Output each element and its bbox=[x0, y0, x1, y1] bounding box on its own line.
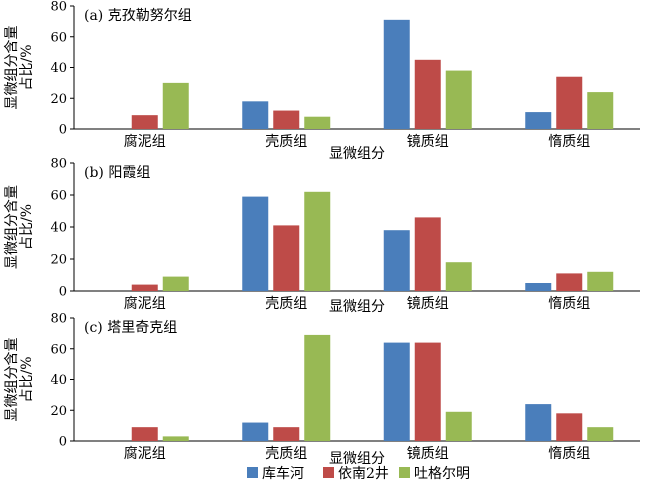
bar-依南2井-腐泥组 bbox=[131, 284, 158, 291]
y-axis-label: 占比/% bbox=[19, 44, 35, 90]
bar-依南2井-壳质组 bbox=[273, 110, 300, 129]
panel-title: (a) 克孜勒努尔组 bbox=[84, 8, 192, 24]
bar-吐格尔明-惰质组 bbox=[587, 271, 614, 291]
y-tick-label: 20 bbox=[50, 253, 67, 268]
category-label: 腐泥组 bbox=[124, 133, 166, 150]
bar-吐格尔明-腐泥组 bbox=[162, 82, 189, 129]
category-label: 惰质组 bbox=[548, 296, 590, 312]
bar-依南2井-镜质组 bbox=[414, 342, 441, 441]
y-tick-label: 60 bbox=[50, 342, 67, 357]
bar-库车河-惰质组 bbox=[525, 404, 552, 441]
bar-依南2井-镜质组 bbox=[414, 217, 441, 291]
bar-吐格尔明-腐泥组 bbox=[162, 276, 189, 291]
bar-库车河-壳质组 bbox=[242, 422, 269, 441]
bar-吐格尔明-惰质组 bbox=[587, 92, 614, 129]
legend-label: 库车河 bbox=[262, 465, 304, 482]
x-axis-label: 显微组分 bbox=[329, 299, 385, 315]
bar-吐格尔明-惰质组 bbox=[587, 427, 614, 441]
bar-依南2井-腐泥组 bbox=[131, 427, 158, 441]
bar-库车河-惰质组 bbox=[525, 283, 552, 291]
y-tick-label: 0 bbox=[59, 123, 67, 138]
category-label: 惰质组 bbox=[548, 134, 590, 150]
y-tick-label: 0 bbox=[59, 435, 67, 450]
bar-库车河-壳质组 bbox=[242, 101, 269, 129]
bar-库车河-惰质组 bbox=[525, 112, 552, 129]
category-label: 壳质组 bbox=[265, 445, 307, 462]
x-axis-label: 显微组分 bbox=[329, 451, 385, 467]
y-axis-label: 显微组分含量 bbox=[4, 338, 20, 422]
bar-吐格尔明-壳质组 bbox=[304, 116, 331, 129]
bar-吐格尔明-腐泥组 bbox=[162, 436, 189, 441]
category-label: 镜质组 bbox=[407, 296, 449, 312]
bar-依南2井-惰质组 bbox=[556, 273, 583, 291]
category-label: 惰质组 bbox=[548, 446, 590, 462]
y-tick-label: 80 bbox=[50, 157, 67, 172]
y-tick-label: 60 bbox=[50, 189, 67, 204]
category-label: 腐泥组 bbox=[124, 295, 166, 312]
y-axis-label: 显微组分含量 bbox=[4, 185, 20, 269]
bar-库车河-镜质组 bbox=[383, 19, 410, 129]
y-tick-label: 40 bbox=[50, 221, 67, 236]
bar-吐格尔明-镜质组 bbox=[445, 262, 472, 291]
y-tick-label: 80 bbox=[50, 312, 67, 327]
y-tick-label: 20 bbox=[50, 404, 67, 419]
panel-title: (c) 塔里奇克组 bbox=[84, 319, 177, 336]
y-axis-label: 占比/% bbox=[19, 204, 35, 250]
legend-label: 依南2井 bbox=[338, 466, 389, 482]
legend-swatch-吐格尔明 bbox=[399, 467, 410, 478]
bar-依南2井-惰质组 bbox=[556, 413, 583, 441]
x-axis-label: 显微组分 bbox=[329, 146, 385, 162]
category-label: 镜质组 bbox=[407, 446, 449, 462]
y-axis-label: 占比/% bbox=[19, 356, 35, 402]
y-tick-label: 20 bbox=[50, 92, 67, 107]
y-axis-label: 显微组分含量 bbox=[4, 26, 20, 110]
bar-依南2井-镜质组 bbox=[414, 59, 441, 129]
bar-库车河-镜质组 bbox=[383, 342, 410, 441]
y-tick-label: 60 bbox=[50, 30, 67, 45]
panel-title: (b) 阳霞组 bbox=[84, 165, 150, 181]
y-tick-label: 40 bbox=[50, 373, 67, 388]
legend-swatch-依南2井 bbox=[323, 467, 334, 478]
legend-swatch-库车河 bbox=[247, 467, 258, 478]
category-label: 镜质组 bbox=[407, 134, 449, 150]
bar-依南2井-惰质组 bbox=[556, 76, 583, 129]
bar-吐格尔明-壳质组 bbox=[304, 191, 331, 291]
bar-吐格尔明-镜质组 bbox=[445, 411, 472, 441]
bar-依南2井-壳质组 bbox=[273, 427, 300, 441]
category-label: 壳质组 bbox=[265, 295, 307, 312]
bar-库车河-壳质组 bbox=[242, 196, 269, 291]
bar-吐格尔明-镜质组 bbox=[445, 70, 472, 129]
category-label: 腐泥组 bbox=[124, 445, 166, 462]
bar-依南2井-壳质组 bbox=[273, 225, 300, 291]
y-tick-label: 40 bbox=[50, 61, 67, 76]
category-label: 壳质组 bbox=[265, 133, 307, 150]
bar-吐格尔明-壳质组 bbox=[304, 334, 331, 441]
y-tick-label: 0 bbox=[59, 285, 67, 300]
bar-依南2井-腐泥组 bbox=[131, 115, 158, 129]
legend-label: 吐格尔明 bbox=[414, 466, 470, 482]
bar-库车河-镜质组 bbox=[383, 230, 410, 291]
y-tick-label: 80 bbox=[50, 0, 67, 15]
